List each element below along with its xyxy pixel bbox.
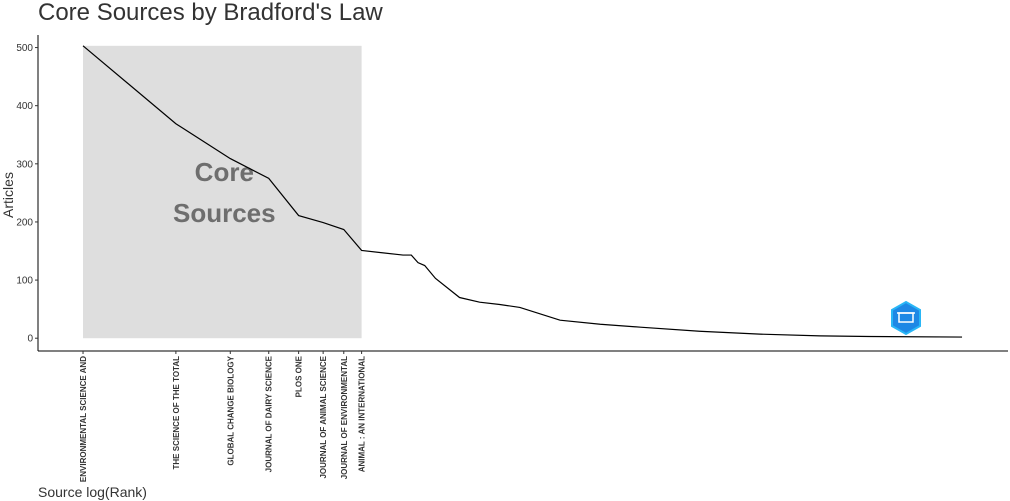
- annotation: Sources: [173, 198, 276, 228]
- x-tick-label: PLOS ONE: [295, 355, 304, 397]
- x-tick-label: ENVIRONMENTAL SCIENCE AND: [79, 356, 88, 482]
- y-tick-label: 500: [16, 43, 33, 54]
- x-tick-label: JOURNAL OF ENVIRONMENTAL: [340, 356, 349, 479]
- x-tick-label: ANIMAL : AN INTERNATIONAL: [358, 356, 367, 472]
- annotation: Core: [195, 157, 254, 187]
- x-axis-label: Source log(Rank): [38, 484, 147, 500]
- y-tick-label: 400: [16, 101, 33, 112]
- x-tick-label: JOURNAL OF DAIRY SCIENCE: [265, 355, 274, 472]
- chart-title: Core Sources by Bradford's Law: [38, 0, 383, 26]
- y-tick-label: 100: [16, 276, 33, 287]
- y-tick-label: 300: [16, 159, 33, 170]
- line: [82, 45, 963, 338]
- x-tick-label: JOURNAL OF ANIMAL SCIENCE: [319, 355, 328, 478]
- x-tick-label: THE SCIENCE OF THE TOTAL: [172, 356, 181, 470]
- y-tick-label: 200: [16, 217, 33, 228]
- core-region: [83, 45, 362, 339]
- logo: [891, 300, 921, 336]
- y-axis-label: Articles: [0, 172, 16, 218]
- y-tick-label: 0: [27, 334, 33, 345]
- x-tick-label: GLOBAL CHANGE BIOLOGY: [226, 355, 235, 465]
